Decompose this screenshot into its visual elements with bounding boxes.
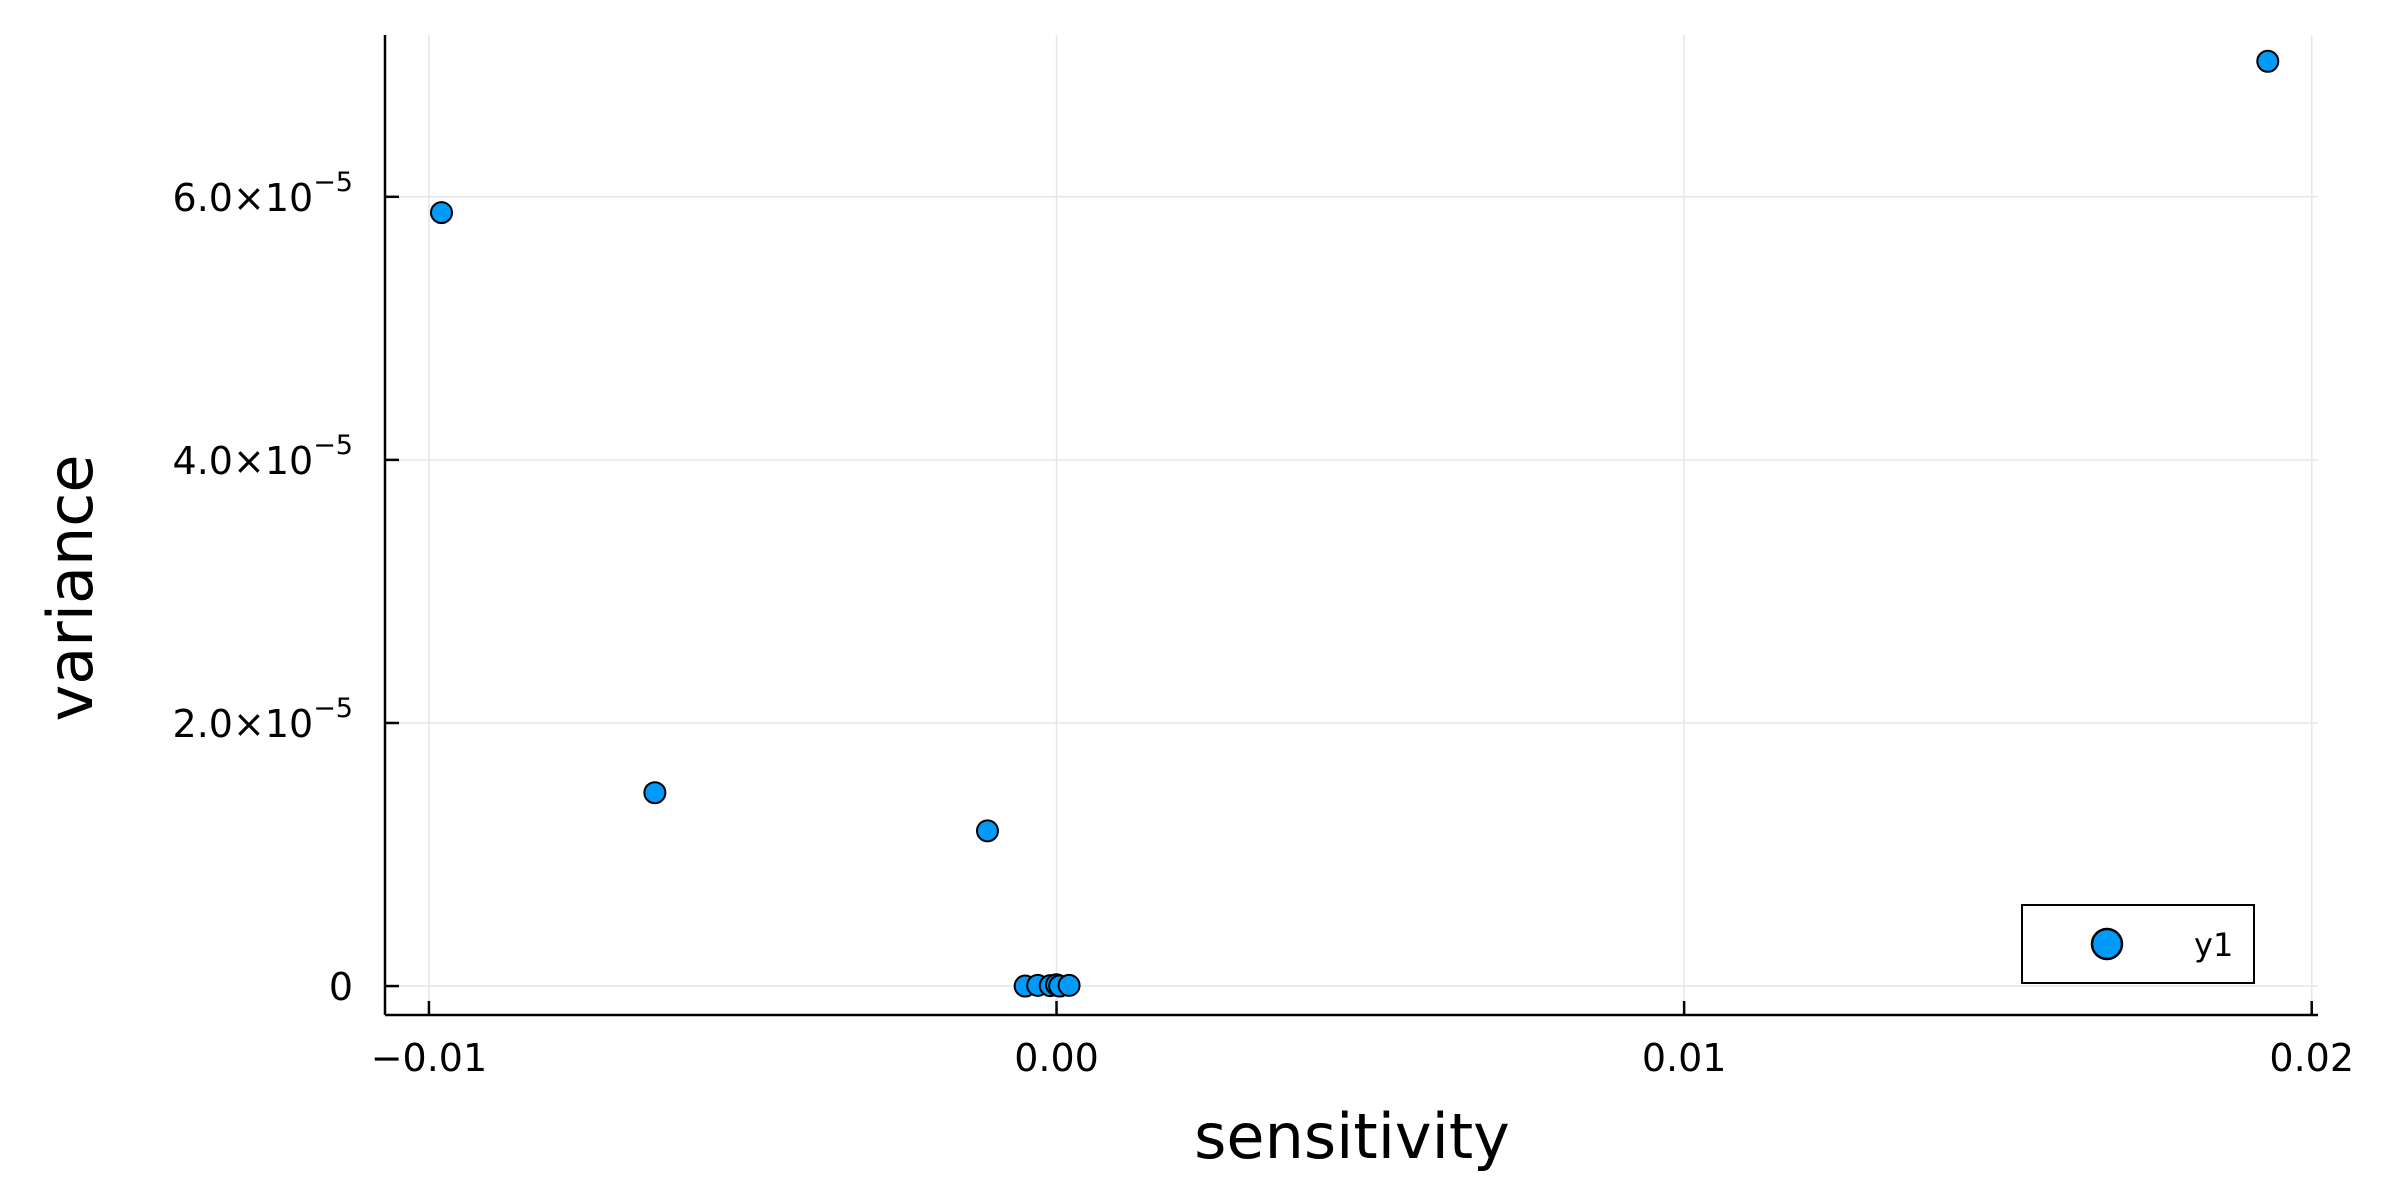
data-point	[1057, 973, 1081, 997]
y-tick-mantissa: 6.0×10	[173, 176, 314, 220]
y-tick-exponent: −5	[313, 693, 353, 724]
y-tick-mantissa: 2.0×10	[173, 702, 314, 746]
y-tick-mantissa: 4.0×10	[173, 439, 314, 483]
y-tick-label: 4.0×10−5	[173, 430, 353, 483]
x-axis-ticks: −0.01 0.00 0.01 0.02	[371, 1001, 2354, 1080]
legend: y1	[2021, 904, 2255, 984]
legend-box	[2021, 904, 2255, 984]
y-axis-ticks: 02.0×10−54.0×10−56.0×10−5	[173, 167, 399, 1009]
y-tick-label: 6.0×10−5	[173, 167, 353, 220]
legend-marker	[2090, 927, 2124, 961]
x-tick-label: 0.01	[1642, 1036, 1727, 1080]
data-point	[429, 201, 453, 225]
x-axis-title: sensitivity	[1194, 1100, 1510, 1173]
y-tick-exponent: −5	[313, 167, 353, 198]
grid	[385, 35, 2318, 1015]
data-point	[975, 819, 999, 843]
x-tick-label: 0.00	[1014, 1036, 1099, 1080]
data-point	[2256, 49, 2280, 73]
y-tick-exponent: −5	[313, 430, 353, 461]
data-point	[643, 781, 667, 805]
data-points	[429, 49, 2280, 998]
legend-label-y1: y1	[2194, 926, 2233, 964]
x-tick-label: −0.01	[371, 1036, 487, 1080]
axes	[383, 35, 2318, 1017]
y-axis-title: variance	[34, 455, 107, 722]
y-tick-mantissa: 0	[329, 965, 353, 1009]
y-tick-label: 0	[329, 965, 353, 1009]
x-tick-label: 0.02	[2269, 1036, 2354, 1080]
y-tick-label: 2.0×10−5	[173, 693, 353, 746]
